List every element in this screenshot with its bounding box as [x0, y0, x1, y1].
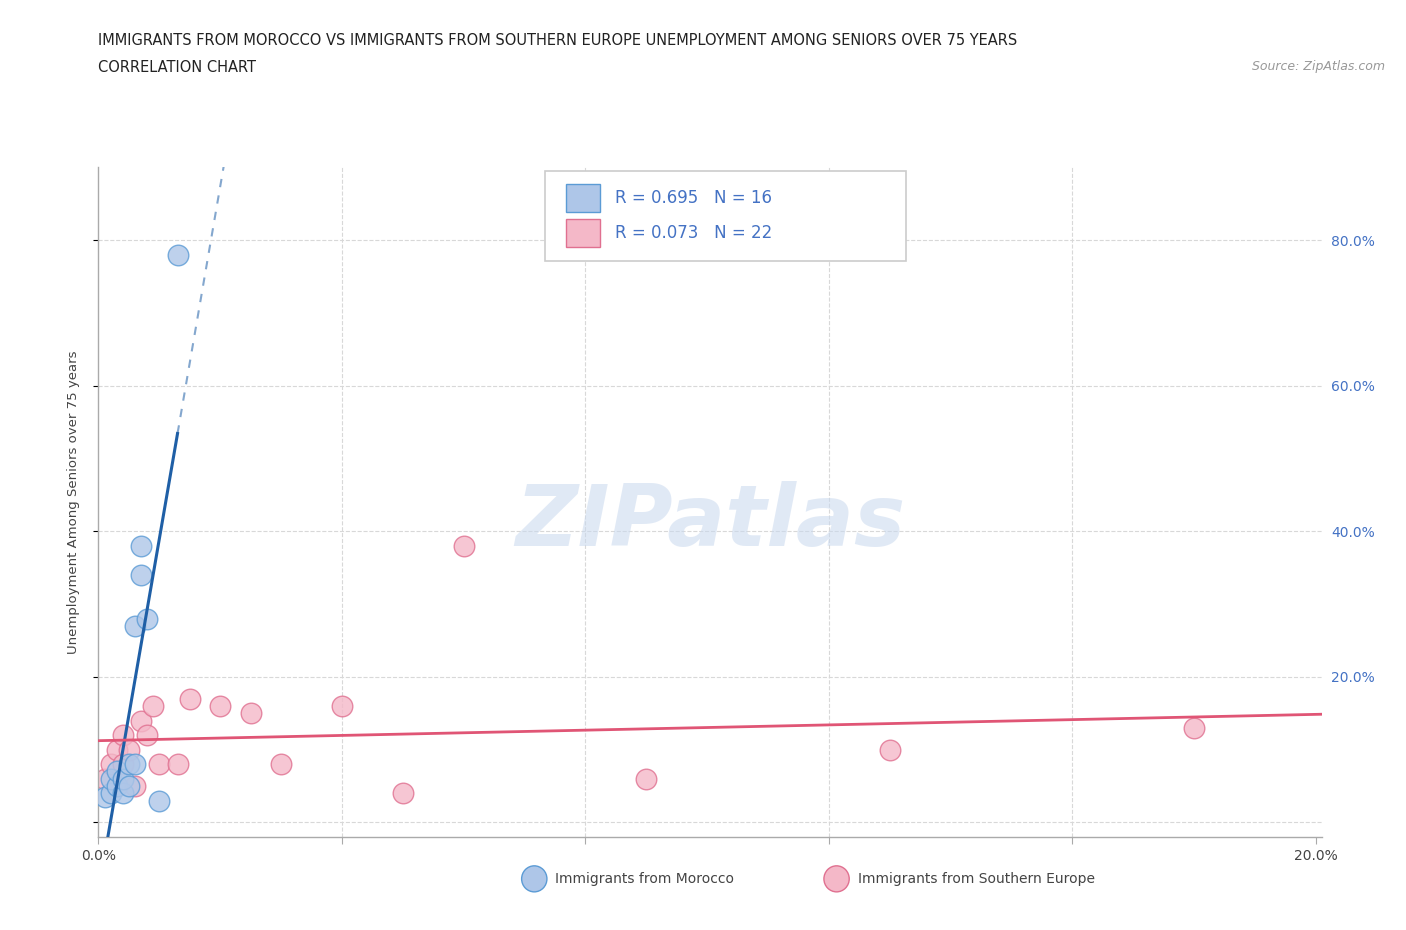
Point [136, 611, 159, 626]
Point [209, 698, 232, 713]
Point [124, 757, 146, 772]
Point [100, 786, 122, 801]
Point [93, 771, 115, 786]
Point [118, 757, 141, 772]
Point [179, 691, 201, 706]
Point [100, 757, 122, 772]
Point [142, 698, 165, 713]
Point [391, 786, 413, 801]
Point [111, 727, 134, 742]
Text: R = 0.073   N = 22: R = 0.073 N = 22 [614, 224, 772, 242]
Point [111, 771, 134, 786]
Y-axis label: Unemployment Among Seniors over 75 years: Unemployment Among Seniors over 75 years [67, 351, 80, 654]
Ellipse shape [824, 866, 849, 892]
Point [93, 790, 115, 804]
Point [129, 538, 152, 553]
Point [166, 757, 188, 772]
Text: CORRELATION CHART: CORRELATION CHART [98, 60, 256, 75]
Text: ZIPatlas: ZIPatlas [515, 481, 905, 564]
Text: R = 0.695   N = 16: R = 0.695 N = 16 [614, 189, 772, 207]
Point [879, 742, 901, 757]
FancyBboxPatch shape [546, 171, 905, 261]
Point [124, 618, 146, 633]
Bar [565, 184, 600, 212]
Point [148, 793, 170, 808]
Point [100, 771, 122, 786]
Bar [565, 219, 600, 247]
Point [453, 538, 475, 553]
Point [270, 757, 292, 772]
Point [111, 757, 134, 772]
Text: Immigrants from Southern Europe: Immigrants from Southern Europe [858, 871, 1095, 886]
Point [166, 247, 188, 262]
Point [129, 713, 152, 728]
Point [148, 757, 170, 772]
Point [136, 727, 159, 742]
Ellipse shape [522, 866, 547, 892]
Point [111, 786, 134, 801]
Point [239, 706, 262, 721]
Point [118, 742, 141, 757]
Text: Source: ZipAtlas.com: Source: ZipAtlas.com [1251, 60, 1385, 73]
Text: IMMIGRANTS FROM MOROCCO VS IMMIGRANTS FROM SOUTHERN EUROPE UNEMPLOYMENT AMONG SE: IMMIGRANTS FROM MOROCCO VS IMMIGRANTS FR… [98, 33, 1018, 47]
Point [636, 771, 658, 786]
Point [1182, 721, 1205, 736]
Point [105, 778, 128, 793]
Point [124, 778, 146, 793]
Point [129, 567, 152, 582]
Text: Immigrants from Morocco: Immigrants from Morocco [555, 871, 734, 886]
Point [330, 698, 353, 713]
Point [105, 764, 128, 779]
Point [118, 778, 141, 793]
Point [105, 742, 128, 757]
